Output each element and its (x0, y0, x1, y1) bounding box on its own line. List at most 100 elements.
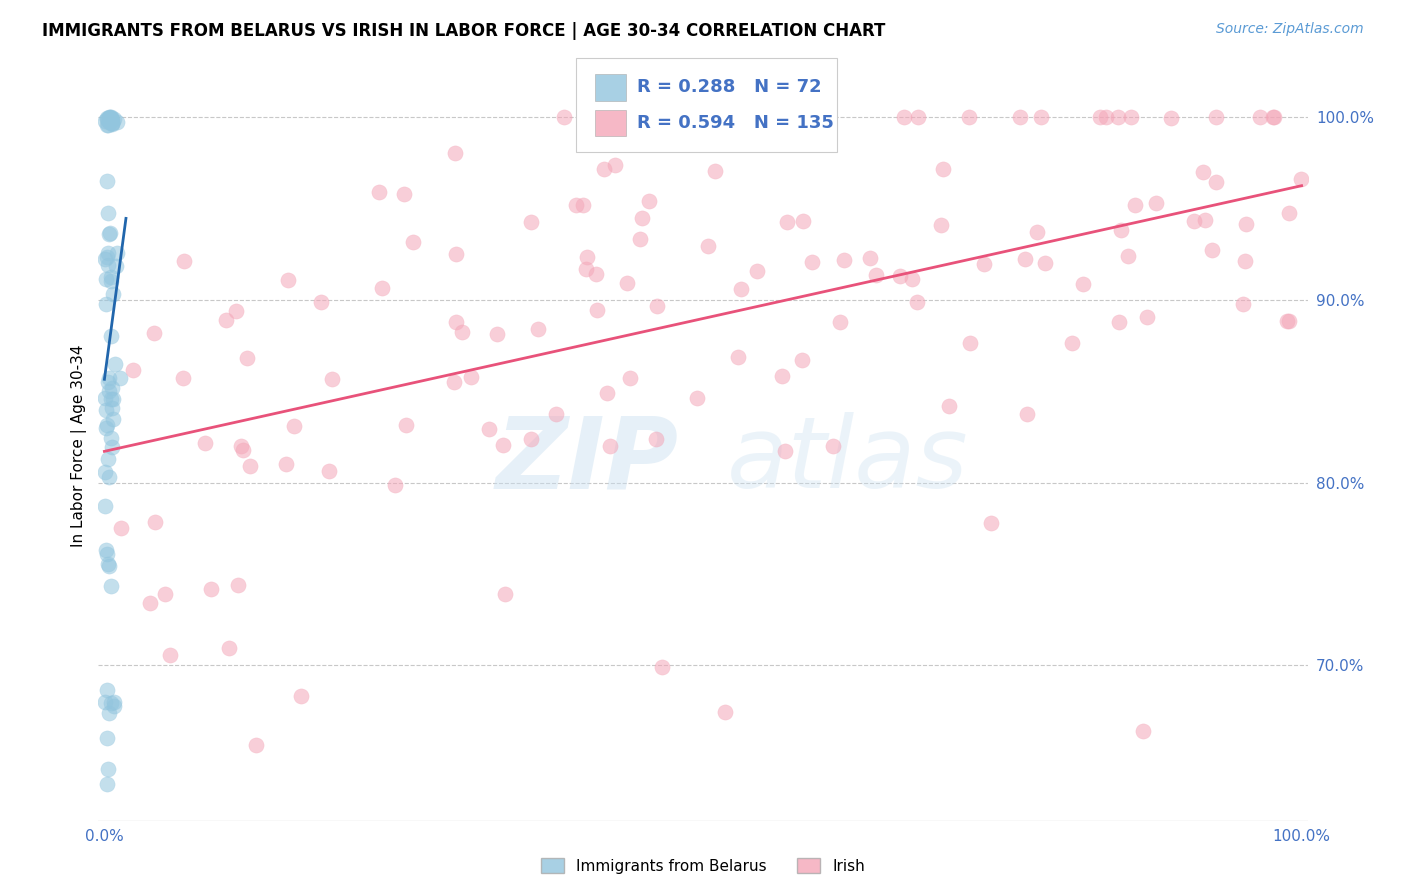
Irish (801, 254, 824, 268)
Irish (747, 263, 769, 277)
Irish (1015, 407, 1038, 421)
Immigrants from Belarus (101, 412, 124, 426)
Irish (929, 218, 952, 232)
Irish (444, 315, 467, 329)
Irish (1136, 310, 1159, 324)
Irish (371, 281, 394, 295)
Irish (494, 587, 516, 601)
Immigrants from Belarus (105, 246, 128, 260)
Immigrants from Belarus (94, 500, 117, 514)
Immigrants from Belarus (100, 329, 122, 343)
Immigrants from Belarus (96, 417, 118, 432)
Immigrants from Belarus (97, 557, 120, 571)
Irish (696, 239, 718, 253)
Immigrants from Belarus (97, 384, 120, 398)
Immigrants from Belarus (96, 112, 118, 127)
Irish (1182, 214, 1205, 228)
Irish (173, 254, 195, 268)
Irish (318, 464, 340, 478)
Irish (631, 211, 654, 226)
Irish (645, 121, 668, 136)
Irish (727, 350, 749, 364)
Irish (1088, 110, 1111, 124)
Irish (460, 370, 482, 384)
Irish (215, 313, 238, 327)
Irish (605, 158, 627, 172)
Immigrants from Belarus (97, 451, 120, 466)
Immigrants from Belarus (103, 695, 125, 709)
Irish (553, 110, 575, 124)
Immigrants from Belarus (101, 381, 124, 395)
Irish (492, 438, 515, 452)
Immigrants from Belarus (97, 206, 120, 220)
Immigrants from Belarus (94, 392, 117, 406)
Irish (859, 252, 882, 266)
Irish (1107, 110, 1129, 124)
Immigrants from Belarus (96, 421, 118, 435)
Irish (225, 304, 247, 318)
Irish (1201, 243, 1223, 257)
Immigrants from Belarus (101, 116, 124, 130)
Irish (1014, 252, 1036, 267)
Irish (1194, 213, 1216, 227)
Irish (865, 268, 887, 283)
Irish (585, 267, 607, 281)
Irish (1108, 315, 1130, 329)
Immigrants from Belarus (94, 542, 117, 557)
Irish (932, 161, 955, 176)
Irish (226, 577, 249, 591)
Text: IMMIGRANTS FROM BELARUS VS IRISH IN LABOR FORCE | AGE 30-34 CORRELATION CHART: IMMIGRANTS FROM BELARUS VS IRISH IN LABO… (42, 22, 886, 40)
Irish (730, 282, 752, 296)
Irish (775, 443, 797, 458)
Immigrants from Belarus (94, 402, 117, 417)
Irish (957, 110, 980, 124)
Irish (652, 122, 675, 136)
Legend: Immigrants from Belarus, Irish: Immigrants from Belarus, Irish (534, 852, 872, 880)
Irish (194, 436, 217, 450)
Irish (959, 336, 981, 351)
Immigrants from Belarus (93, 466, 115, 480)
Irish (1029, 110, 1052, 124)
Irish (1071, 277, 1094, 291)
Irish (520, 215, 543, 229)
Irish (229, 439, 252, 453)
Irish (1121, 110, 1143, 124)
Immigrants from Belarus (103, 698, 125, 713)
Irish (1275, 314, 1298, 328)
Irish (980, 516, 1002, 530)
Immigrants from Belarus (97, 246, 120, 260)
Immigrants from Belarus (100, 118, 122, 132)
Irish (973, 257, 995, 271)
Irish (1278, 314, 1301, 328)
Text: ZIP: ZIP (496, 412, 679, 509)
Immigrants from Belarus (98, 114, 121, 128)
Irish (1234, 253, 1257, 268)
Irish (1278, 206, 1301, 220)
Irish (544, 407, 567, 421)
Irish (599, 439, 621, 453)
Immigrants from Belarus (100, 578, 122, 592)
Irish (647, 299, 669, 313)
Irish (572, 198, 595, 212)
Immigrants from Belarus (98, 110, 121, 124)
Irish (444, 145, 467, 160)
Irish (905, 294, 928, 309)
Immigrants from Belarus (108, 371, 131, 385)
Irish (122, 362, 145, 376)
Immigrants from Belarus (96, 777, 118, 791)
Irish (1263, 110, 1285, 124)
Irish (703, 163, 725, 178)
Immigrants from Belarus (97, 114, 120, 128)
Irish (821, 439, 844, 453)
Irish (172, 371, 194, 385)
Immigrants from Belarus (96, 112, 118, 126)
Immigrants from Belarus (97, 111, 120, 125)
Immigrants from Belarus (96, 119, 118, 133)
Irish (792, 213, 814, 227)
Immigrants from Belarus (101, 401, 124, 415)
Immigrants from Belarus (100, 111, 122, 125)
Immigrants from Belarus (96, 258, 118, 272)
Irish (1132, 723, 1154, 738)
Irish (1205, 175, 1227, 189)
Irish (770, 368, 793, 383)
